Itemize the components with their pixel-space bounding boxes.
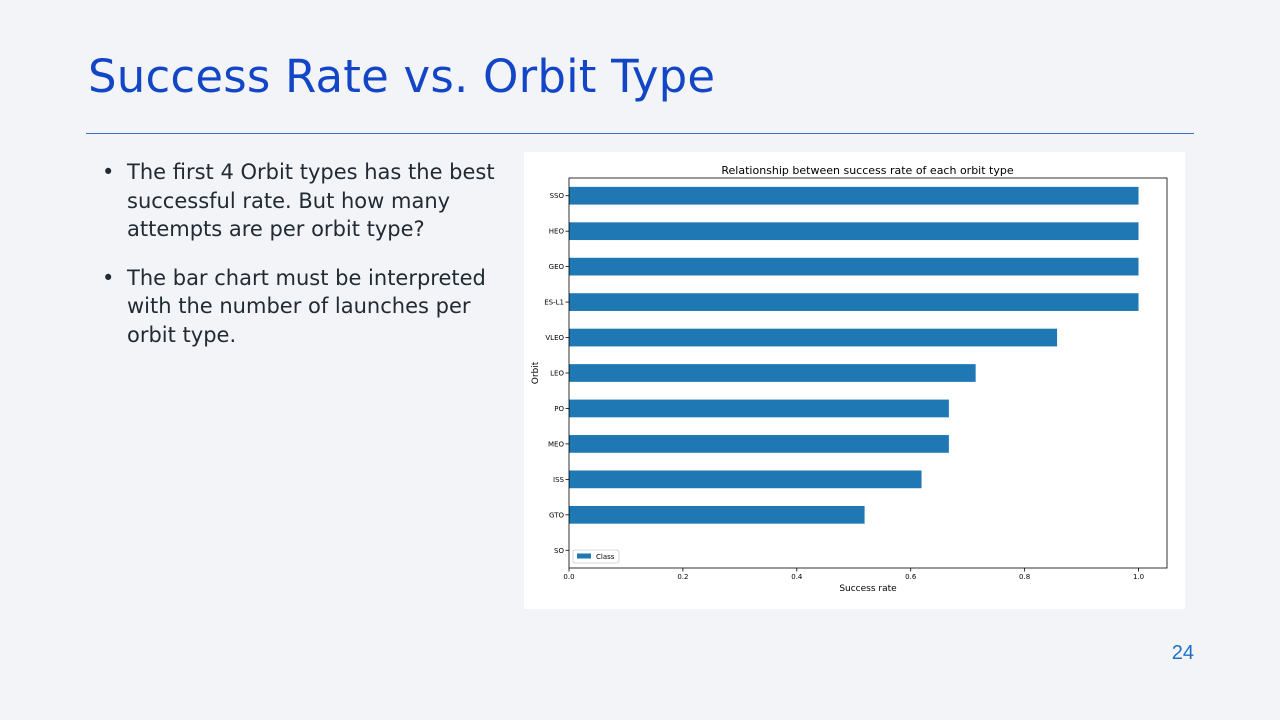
bullet-list: The first 4 Orbit types has the best suc… <box>100 158 500 369</box>
y-tick-label: HEO <box>549 228 565 236</box>
bar-iss <box>569 470 922 489</box>
bar-chart: Relationship between success rate of eac… <box>531 164 1168 594</box>
y-tick-label: ES-L1 <box>544 299 564 307</box>
x-axis-ticks: 0.0 0.2 0.4 0.6 0.8 1.0 <box>563 568 1144 581</box>
bar-es-l1 <box>569 293 1139 311</box>
bars-group <box>569 186 1139 524</box>
title-divider <box>86 133 1194 134</box>
y-axis-ticks: SSO HEO GEO ES-L1 VLEO LEO PO MEO ISS GTO SO <box>544 192 569 555</box>
legend-label: Class <box>596 553 615 561</box>
y-tick-label: SO <box>554 547 564 555</box>
chart-legend: Class <box>572 549 620 564</box>
x-tick-label: 0.6 <box>905 573 917 581</box>
legend-box <box>572 549 620 564</box>
x-tick-label: 1.0 <box>1133 573 1144 581</box>
y-tick-label: LEO <box>550 370 564 378</box>
bar-leo <box>569 364 976 382</box>
x-tick-label: 0.0 <box>563 573 574 581</box>
page-number: 24 <box>1171 642 1194 664</box>
chart-title: Relationship between success rate of eac… <box>721 164 1013 177</box>
y-tick-label: PO <box>554 405 564 413</box>
legend-swatch <box>577 553 591 559</box>
slide-title: Success Rate vs. Orbit Type <box>88 50 716 103</box>
x-tick-label: 0.2 <box>677 573 688 581</box>
y-axis-label: Orbit <box>531 361 541 384</box>
x-tick-label: 0.8 <box>1019 573 1030 581</box>
bar-meo <box>569 435 949 453</box>
bar-po <box>569 399 949 418</box>
bullet-item: The first 4 Orbit types has the best suc… <box>100 158 500 244</box>
bullet-item: The bar chart must be interpreted with t… <box>100 264 500 350</box>
x-axis-label: Success rate <box>839 584 897 594</box>
y-tick-label: SSO <box>550 192 565 200</box>
y-tick-label: GEO <box>549 263 565 271</box>
y-tick-label: GTO <box>549 511 564 519</box>
plot-frame <box>568 177 1168 569</box>
chart-panel: Relationship between success rate of eac… <box>524 152 1185 609</box>
bar-gto <box>569 505 865 524</box>
bar-geo <box>569 257 1139 276</box>
y-tick-label: VLEO <box>545 334 564 342</box>
bar-vleo <box>569 328 1058 347</box>
y-tick-label: ISS <box>553 476 565 484</box>
bar-heo <box>569 222 1139 241</box>
y-tick-label: MEO <box>548 440 564 448</box>
x-tick-label: 0.4 <box>791 573 803 581</box>
bar-sso <box>569 186 1139 205</box>
